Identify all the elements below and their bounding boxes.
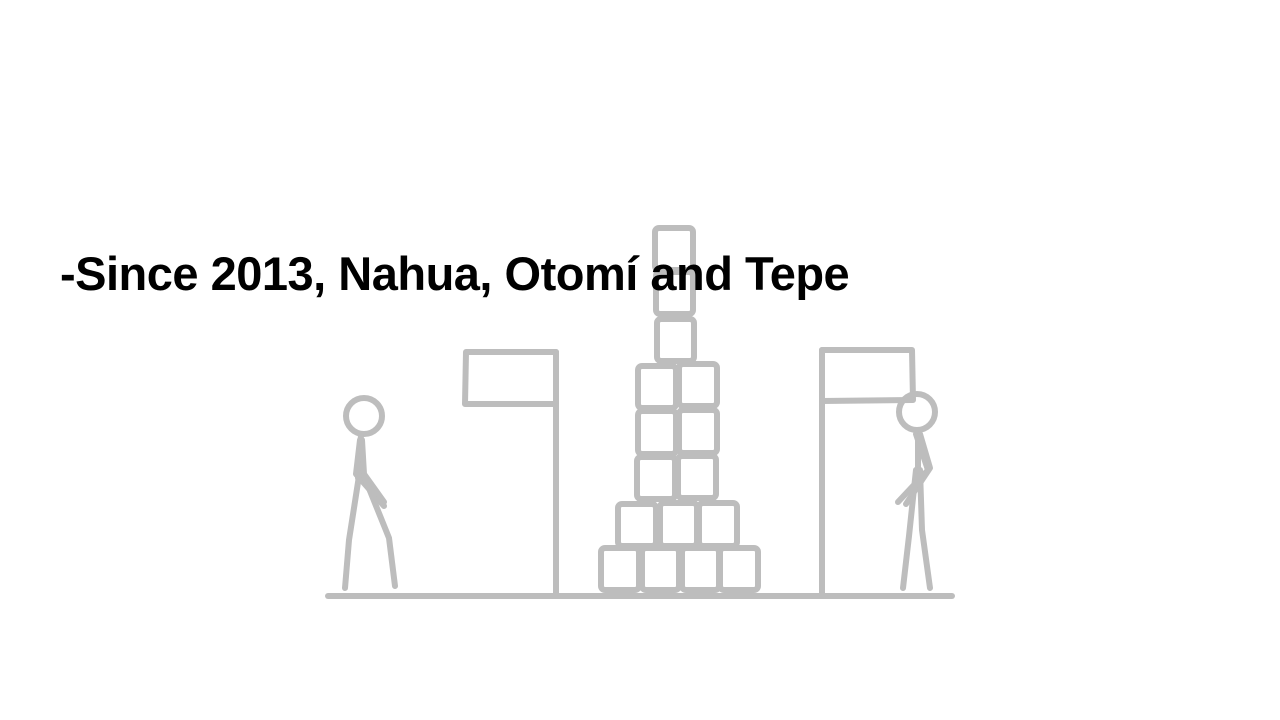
slide-caption: -Since 2013, Nahua, Otomí and Tepe [60, 247, 850, 300]
left-stick-figure [342, 395, 398, 591]
right-stick-figure [895, 391, 938, 591]
block-tower [598, 225, 761, 593]
left-flag [462, 349, 559, 596]
right-flag [819, 347, 916, 596]
